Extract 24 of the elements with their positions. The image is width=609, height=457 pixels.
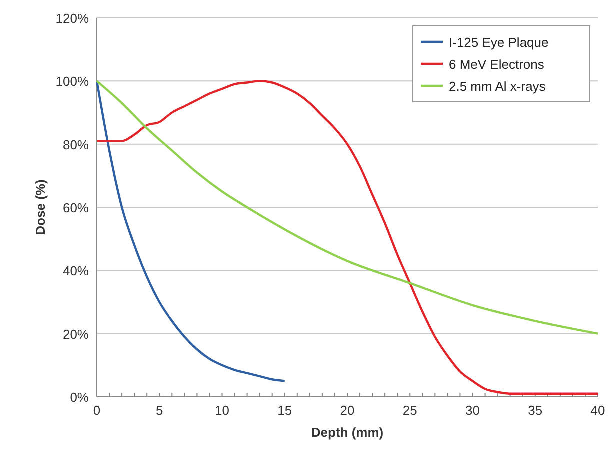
x-tick-label: 15	[278, 403, 292, 418]
y-tick-label: 100%	[56, 74, 90, 90]
line-series	[96, 80, 600, 335]
x-tick-label: 25	[402, 403, 418, 418]
legend-label: I-125 Eye Plaque	[449, 35, 549, 50]
x-tick-label: 10	[215, 403, 230, 418]
y-tick-label: 0%	[70, 390, 90, 405]
line-series	[96, 80, 600, 395]
x-tick-label: 5	[156, 403, 164, 418]
x-tick-label: 35	[528, 403, 543, 418]
x-axis-title: Depth (mm)	[311, 425, 384, 440]
legend-label: 6 MeV Electrons	[449, 57, 545, 72]
y-tick-label: 60%	[62, 200, 90, 216]
y-tick-label: 40%	[62, 264, 90, 279]
legend-label: 2.5 mm Al x-rays	[449, 79, 546, 94]
y-tick-label: 80%	[62, 137, 90, 152]
line-series	[96, 80, 286, 382]
x-tick-label: 40	[590, 403, 606, 418]
y-tick-label: 120%	[56, 11, 90, 26]
y-tick-label: 20%	[62, 326, 90, 342]
x-tick-label: 0	[93, 403, 101, 418]
x-tick-label: 20	[340, 403, 355, 418]
x-tick-label: 30	[466, 403, 480, 418]
y-axis-title: Dose (%)	[33, 180, 48, 236]
